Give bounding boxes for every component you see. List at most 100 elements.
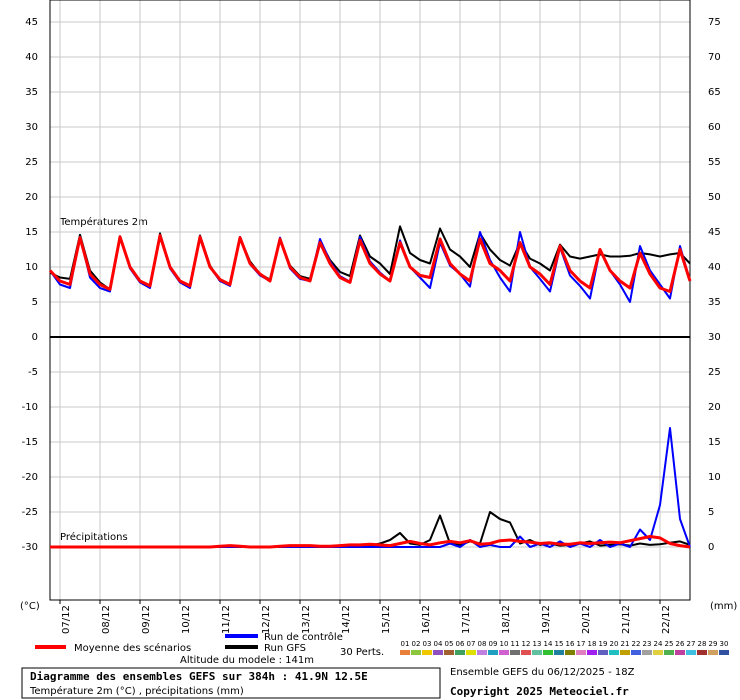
x-tick-label: 12/12 <box>261 605 272 634</box>
pert-label: 24 <box>654 640 663 648</box>
pert-label: 22 <box>632 640 641 648</box>
pert-label: 07 <box>467 640 476 648</box>
y-tick-label: 30 <box>25 122 38 133</box>
x-tick-label: 15/12 <box>381 605 392 634</box>
y2-tick-label: 40 <box>708 262 721 273</box>
y-tick-label: 20 <box>25 192 38 203</box>
x-tick-label: 18/12 <box>501 605 512 634</box>
y2-tick-label: 50 <box>708 192 721 203</box>
pert-label: 03 <box>423 640 432 648</box>
pert-label: 26 <box>676 640 685 648</box>
pert-label: 16 <box>566 640 575 648</box>
y2-tick-label: 75 <box>708 17 721 28</box>
pert-label: 06 <box>456 640 465 648</box>
pert-label: 09 <box>489 640 498 648</box>
pert-swatch <box>719 650 729 655</box>
pert-label: 27 <box>687 640 696 648</box>
x-tick-label: 22/12 <box>661 605 672 634</box>
altitude: Altitude du modele : 141m <box>180 655 314 666</box>
x-tick-label: 16/12 <box>421 605 432 634</box>
pert-swatch <box>675 650 685 655</box>
pert-label: 10 <box>500 640 509 648</box>
perturbations-title: 30 Perts. <box>340 647 384 658</box>
x-tick-label: 20/12 <box>581 605 592 634</box>
box-title: Diagramme des ensembles GEFS sur 384h : … <box>30 670 368 683</box>
pert-swatch <box>653 650 663 655</box>
pert-swatch <box>400 650 410 655</box>
y2-tick-label: 0 <box>708 542 714 553</box>
pert-swatch <box>488 650 498 655</box>
pert-label: 19 <box>599 640 608 648</box>
panel-title: Précipitations <box>60 531 128 543</box>
y2-tick-label: 5 <box>708 507 714 518</box>
pert-swatch <box>642 650 652 655</box>
y-tick-label: -15 <box>22 437 38 448</box>
y2-unit: (mm) <box>710 601 737 612</box>
pert-swatch <box>609 650 619 655</box>
y2-tick-label: 15 <box>708 437 721 448</box>
y-tick-label: 5 <box>32 297 38 308</box>
pert-label: 20 <box>610 640 619 648</box>
pert-label: 02 <box>412 640 421 648</box>
x-tick-label: 10/12 <box>181 605 192 634</box>
pert-swatch <box>444 650 454 655</box>
pert-label: 05 <box>445 640 454 648</box>
pert-swatch <box>477 650 487 655</box>
y-tick-label: 25 <box>25 157 38 168</box>
legend-label: Moyenne des scénarios <box>74 642 191 654</box>
pert-swatch <box>631 650 641 655</box>
pert-swatch <box>598 650 608 655</box>
y2-tick-label: 65 <box>708 87 721 98</box>
pert-swatch <box>466 650 476 655</box>
pert-swatch <box>664 650 674 655</box>
pert-swatch <box>620 650 630 655</box>
pert-label: 12 <box>522 640 531 648</box>
x-tick-label: 21/12 <box>621 605 632 634</box>
legend-label: Run GFS <box>264 643 306 654</box>
y-tick-label: -20 <box>22 472 38 483</box>
x-tick-label: 09/12 <box>141 605 152 634</box>
y2-tick-label: 70 <box>708 52 721 63</box>
run-info: Ensemble GEFS du 06/12/2025 - 18Z <box>450 667 635 678</box>
box-subtitle: Température 2m (°C) , précipitations (mm… <box>29 685 244 697</box>
pert-label: 14 <box>544 640 553 648</box>
x-tick-label: 17/12 <box>461 605 472 634</box>
pert-label: 15 <box>555 640 564 648</box>
pert-swatch <box>554 650 564 655</box>
pert-swatch <box>499 650 509 655</box>
y2-tick-label: 60 <box>708 122 721 133</box>
legend-label: Run de contrôle <box>264 631 343 643</box>
pert-label: 18 <box>588 640 597 648</box>
y-tick-label: -25 <box>22 507 38 518</box>
y-tick-label: 0 <box>32 332 38 343</box>
y2-tick-label: 55 <box>708 157 721 168</box>
x-tick-label: 11/12 <box>221 605 232 634</box>
y-tick-label: -10 <box>22 402 38 413</box>
y-tick-label: 15 <box>25 227 38 238</box>
copyright: Copyright 2025 Meteociel.fr <box>450 685 629 698</box>
pert-label: 17 <box>577 640 586 648</box>
pert-swatch <box>697 650 707 655</box>
y-tick-label: -30 <box>22 542 38 553</box>
pert-label: 04 <box>434 640 443 648</box>
y2-tick-label: 10 <box>708 472 721 483</box>
pert-swatch <box>510 650 520 655</box>
pert-swatch <box>532 650 542 655</box>
pert-swatch <box>455 650 465 655</box>
y-tick-label: 35 <box>25 87 38 98</box>
y-unit: (°C) <box>20 601 40 612</box>
pert-swatch <box>543 650 553 655</box>
pert-label: 11 <box>511 640 520 648</box>
info-box <box>21 667 441 699</box>
pert-swatch <box>521 650 531 655</box>
x-tick-label: 08/12 <box>101 605 112 634</box>
y2-tick-label: 20 <box>708 402 721 413</box>
x-tick-label: 13/12 <box>301 605 312 634</box>
pert-label: 30 <box>720 640 729 648</box>
series-line <box>48 234 692 293</box>
y2-tick-label: 35 <box>708 297 721 308</box>
series-line <box>50 535 691 549</box>
pert-swatch <box>433 650 443 655</box>
